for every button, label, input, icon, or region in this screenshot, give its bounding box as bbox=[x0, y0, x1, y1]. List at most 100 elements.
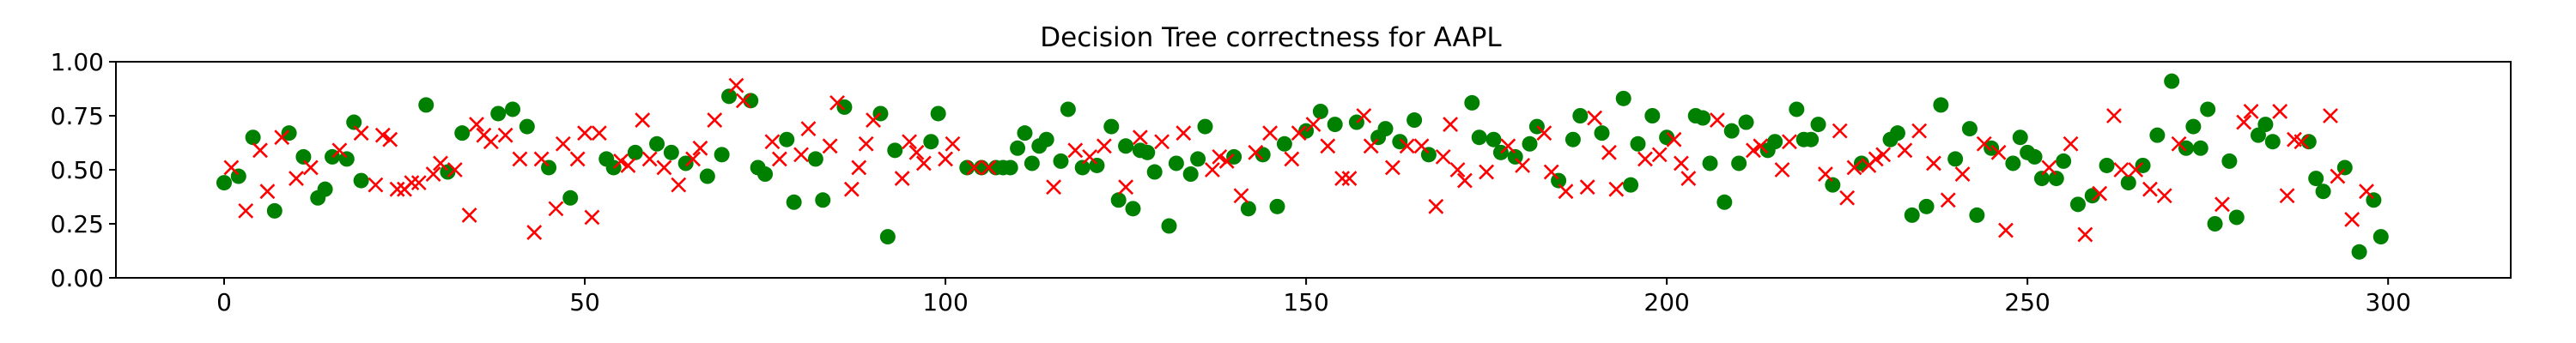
data-point-x bbox=[938, 151, 953, 167]
data-point-x bbox=[2243, 104, 2259, 119]
data-point-x bbox=[1680, 171, 1697, 186]
data-point-x bbox=[274, 129, 290, 146]
data-point-x bbox=[1449, 162, 1466, 178]
data-point-x bbox=[1976, 135, 1992, 152]
data-point-x bbox=[1515, 158, 1531, 173]
data-point-circle bbox=[1961, 121, 1978, 137]
data-point-x bbox=[1666, 131, 1682, 147]
data-point-x bbox=[1233, 188, 1249, 204]
data-point-circle bbox=[1053, 153, 1069, 169]
data-point-circle bbox=[1659, 129, 1675, 146]
data-point-x bbox=[1911, 123, 1928, 139]
data-point-circle bbox=[1723, 123, 1740, 139]
data-point-circle bbox=[2033, 171, 2050, 187]
data-point-x bbox=[1954, 166, 1971, 182]
incorrect-series bbox=[223, 77, 2374, 243]
data-point-x bbox=[1587, 110, 1603, 126]
data-point-x bbox=[433, 155, 448, 172]
data-point-x bbox=[382, 131, 398, 147]
data-point-circle bbox=[1485, 131, 1502, 147]
data-point-circle bbox=[2005, 155, 2021, 172]
data-point-x bbox=[764, 134, 781, 150]
y-axis: 0.00 0.25 0.50 0.75 1.00 bbox=[51, 48, 116, 292]
data-point-x bbox=[945, 135, 961, 152]
data-point-circle bbox=[2178, 140, 2194, 156]
data-point-x bbox=[1154, 134, 1170, 150]
data-point-circle bbox=[2221, 153, 2238, 169]
data-point-x bbox=[1356, 108, 1372, 123]
data-point-x bbox=[1674, 155, 1689, 172]
data-point-x bbox=[548, 201, 564, 217]
data-point-circle bbox=[1716, 194, 1733, 210]
y-tick-label: 0.25 bbox=[51, 210, 104, 238]
data-point-x bbox=[2113, 162, 2129, 178]
data-point-x bbox=[866, 112, 881, 128]
data-point-circle bbox=[1118, 138, 1134, 154]
x-tick-label: 100 bbox=[922, 288, 968, 316]
data-point-circle bbox=[216, 175, 233, 191]
data-point-circle bbox=[2120, 175, 2136, 191]
data-point-circle bbox=[714, 147, 730, 163]
data-point-x bbox=[2063, 135, 2079, 152]
data-point-x bbox=[1875, 147, 1892, 163]
y-tick-label: 0.75 bbox=[51, 102, 104, 130]
data-point-x bbox=[981, 159, 997, 176]
data-point-x bbox=[1262, 125, 1279, 141]
data-point-x bbox=[555, 135, 571, 152]
data-point-circle bbox=[815, 192, 831, 208]
data-point-x bbox=[1384, 159, 1400, 176]
data-point-circle bbox=[1110, 192, 1127, 208]
data-point-circle bbox=[1594, 125, 1610, 141]
data-point-circle bbox=[879, 229, 896, 245]
data-point-x bbox=[1435, 148, 1451, 165]
data-point-x bbox=[1067, 142, 1084, 159]
data-point-circle bbox=[807, 151, 823, 167]
data-point-x bbox=[2330, 168, 2346, 184]
data-point-circle bbox=[1695, 110, 1711, 126]
data-point-x bbox=[728, 77, 744, 93]
data-point-x bbox=[1341, 171, 1358, 186]
data-point-x bbox=[2171, 135, 2187, 152]
data-point-circle bbox=[1810, 117, 1826, 133]
data-point-circle bbox=[1002, 159, 1018, 176]
data-point-x bbox=[1363, 138, 1379, 154]
data-point-circle bbox=[1947, 151, 1964, 167]
data-point-circle bbox=[281, 125, 297, 141]
data-point-x bbox=[404, 175, 420, 191]
data-point-circle bbox=[1522, 135, 1538, 152]
data-point-x bbox=[1774, 162, 1790, 178]
data-points bbox=[216, 73, 2389, 260]
data-point-x bbox=[2323, 108, 2338, 123]
data-point-x bbox=[1082, 148, 1097, 165]
chart-title: Decision Tree correctness for AAPL bbox=[1040, 22, 1502, 53]
data-point-circle bbox=[1392, 134, 1408, 150]
data-point-circle bbox=[1789, 101, 1805, 117]
data-point-x bbox=[1782, 134, 1797, 150]
data-point-x bbox=[374, 127, 391, 143]
data-point-x bbox=[1746, 142, 1761, 159]
data-point-x bbox=[2279, 188, 2295, 204]
data-point-circle bbox=[1240, 201, 1256, 217]
data-point-x bbox=[1536, 125, 1552, 141]
data-point-x bbox=[1479, 164, 1495, 180]
data-point-x bbox=[577, 125, 592, 141]
data-point-x bbox=[1118, 179, 1133, 196]
data-point-x bbox=[2156, 188, 2172, 204]
data-point-circle bbox=[786, 194, 802, 210]
data-point-x bbox=[259, 184, 276, 200]
data-point-x bbox=[1926, 155, 1941, 172]
data-point-x bbox=[2128, 162, 2144, 178]
data-point-circle bbox=[1984, 140, 2000, 156]
data-point-x bbox=[829, 94, 845, 111]
data-point-circle bbox=[2308, 171, 2324, 187]
data-point-x bbox=[1579, 179, 1595, 196]
correct-series bbox=[216, 73, 2389, 260]
data-point-x bbox=[707, 112, 723, 128]
data-point-circle bbox=[2149, 127, 2166, 143]
data-point-circle bbox=[1103, 118, 1120, 135]
data-point-x bbox=[302, 159, 319, 176]
data-point-x bbox=[2236, 114, 2252, 130]
data-point-x bbox=[641, 151, 658, 167]
data-point-circle bbox=[1060, 101, 1076, 117]
data-point-x bbox=[902, 134, 917, 150]
